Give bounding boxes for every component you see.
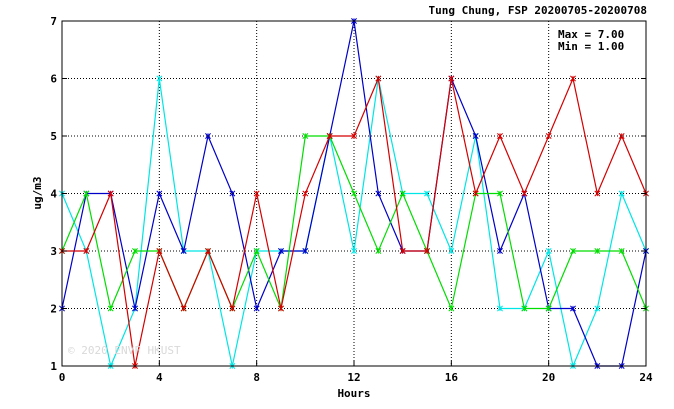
data-point [497, 133, 503, 139]
data-point [302, 190, 309, 197]
data-point [424, 248, 430, 254]
data-point [545, 305, 552, 312]
data-point [107, 190, 114, 197]
data-point [351, 190, 357, 197]
min-label: Min = 1.00 [558, 40, 624, 53]
data-point [156, 75, 163, 82]
data-point [351, 248, 357, 254]
data-point [302, 248, 309, 254]
data-point [521, 305, 528, 312]
watermark: © 2020 ENVF HKUST [68, 344, 181, 357]
data-point [521, 190, 528, 197]
data-point [472, 190, 479, 197]
data-point [375, 75, 382, 82]
data-point [205, 133, 211, 139]
y-tick-label: 7 [50, 15, 57, 28]
x-tick-label: 24 [639, 371, 653, 384]
data-point [326, 133, 333, 139]
data-point [83, 248, 90, 254]
data-point [375, 248, 382, 254]
data-point [229, 305, 236, 312]
data-point [399, 190, 406, 197]
data-point [618, 190, 625, 197]
data-point [205, 248, 211, 254]
data-point [594, 190, 601, 197]
data-point [570, 305, 576, 312]
x-tick-label: 12 [347, 371, 360, 384]
data-point [253, 248, 260, 254]
data-point [448, 248, 455, 254]
data-point [229, 190, 236, 197]
data-point [545, 133, 552, 139]
y-tick-label: 2 [50, 303, 57, 316]
data-point [253, 305, 260, 312]
data-point [448, 305, 455, 312]
y-tick-label: 1 [50, 360, 57, 373]
data-point [180, 248, 187, 254]
data-point [253, 190, 260, 197]
data-point [594, 248, 601, 254]
data-point [424, 190, 430, 197]
series-3 [59, 75, 649, 369]
x-tick-label: 16 [445, 371, 459, 384]
data-point [618, 133, 625, 139]
data-point [618, 248, 625, 254]
data-point [472, 133, 479, 139]
data-point [375, 190, 382, 197]
data-point [132, 248, 138, 254]
y-tick-label: 6 [50, 73, 57, 86]
y-axis-label: ug/m3 [31, 176, 44, 209]
data-point [156, 190, 163, 197]
data-point [570, 75, 576, 82]
data-point [156, 248, 163, 254]
data-point [351, 133, 357, 139]
y-tick-label: 3 [50, 245, 57, 258]
chart-title: Tung Chung, FSP 20200705-20200708 [428, 4, 647, 17]
data-point [107, 305, 114, 312]
data-point [545, 248, 552, 254]
data-point [302, 133, 309, 139]
data-point [399, 248, 406, 254]
x-tick-label: 20 [542, 371, 555, 384]
max-label: Max = 7.00 [558, 28, 624, 41]
y-tick-label: 5 [50, 130, 57, 143]
data-point [497, 190, 503, 197]
y-tick-label: 4 [50, 188, 57, 201]
data-point [278, 305, 284, 312]
data-point [594, 305, 601, 312]
x-axis-label: Hours [337, 387, 370, 400]
x-tick-label: 0 [59, 371, 66, 384]
data-point [497, 248, 503, 254]
data-point [180, 305, 187, 312]
data-point [132, 305, 138, 312]
data-point [570, 248, 576, 254]
x-tick-label: 8 [253, 371, 260, 384]
data-point [83, 190, 90, 197]
data-point [448, 75, 455, 82]
data-point [497, 305, 503, 312]
data-point [278, 248, 284, 254]
x-tick-label: 4 [156, 371, 163, 384]
